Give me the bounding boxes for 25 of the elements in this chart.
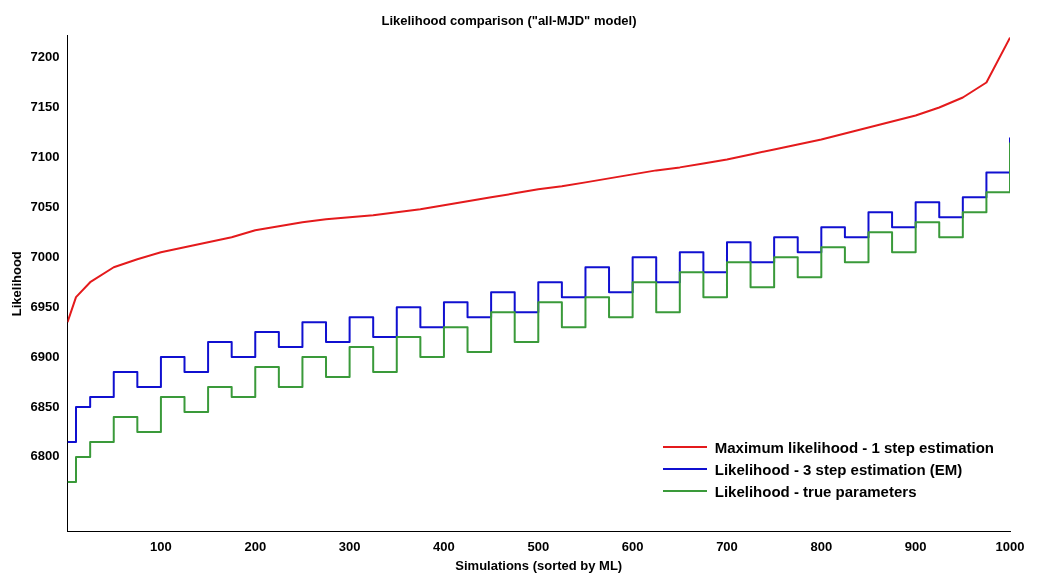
chart-title: Likelihood comparison ("all-MJD" model) bbox=[381, 13, 637, 29]
y-tick-label: 6900 bbox=[30, 348, 60, 364]
x-tick-label: 900 bbox=[904, 539, 927, 555]
y-tick-label: 6950 bbox=[30, 298, 60, 314]
legend-label: Likelihood - 3 step estimation (EM) bbox=[714, 460, 963, 478]
legend-label: Maximum likelihood - 1 step estimation bbox=[714, 438, 994, 456]
x-axis-title: Simulations (sorted by ML) bbox=[455, 557, 623, 573]
y-axis-title: Likelihood bbox=[9, 251, 25, 317]
y-tick-label: 7050 bbox=[30, 198, 60, 214]
x-tick-label: 1000 bbox=[995, 539, 1025, 555]
y-tick-label: 7000 bbox=[30, 248, 60, 264]
y-tick-label: 7100 bbox=[30, 148, 60, 164]
x-tick-label: 300 bbox=[338, 539, 361, 555]
legend-label: Likelihood - true parameters bbox=[714, 482, 917, 500]
x-tick-label: 600 bbox=[621, 539, 644, 555]
y-tick-label: 7200 bbox=[30, 49, 60, 65]
x-tick-label: 500 bbox=[527, 539, 550, 555]
x-tick-label: 700 bbox=[716, 539, 738, 555]
y-tick-label: 7150 bbox=[30, 99, 60, 115]
x-tick-label: 800 bbox=[810, 539, 833, 555]
x-tick-label: 200 bbox=[244, 539, 267, 555]
x-tick-label: 400 bbox=[433, 539, 455, 555]
y-tick-label: 6800 bbox=[30, 448, 60, 464]
y-tick-label: 6850 bbox=[30, 398, 60, 414]
x-tick-label: 100 bbox=[150, 539, 172, 555]
